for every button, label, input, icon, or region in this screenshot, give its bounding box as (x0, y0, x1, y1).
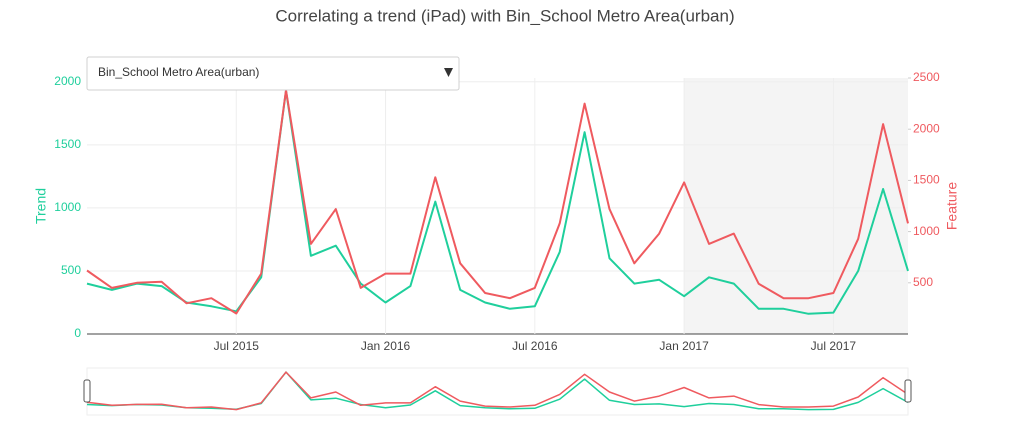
x-tick-label: Jul 2016 (512, 339, 558, 353)
y-tick-label: 1000 (54, 200, 81, 214)
dropdown[interactable]: Bin_School Metro Area(urban) (86, 56, 460, 91)
dropdown-box[interactable] (86, 56, 460, 91)
dropdown-label[interactable]: Bin_School Metro Area(urban) (98, 65, 259, 79)
y-tick-label: 500 (61, 263, 81, 277)
line (86, 89, 909, 315)
slider-line (86, 371, 909, 411)
x-tick-label: Jan 2016 (361, 339, 411, 353)
y-axis-title: Trend (33, 188, 49, 224)
slider-handle[interactable] (83, 379, 91, 403)
y2-tick-label: 1000 (913, 224, 940, 238)
dropdown-arrow[interactable] (444, 68, 453, 77)
slider-handle[interactable] (904, 379, 912, 403)
y-tick-label: 2000 (54, 74, 81, 88)
x-tick-label: Jul 2015 (214, 339, 260, 353)
chart-title: Correlating a trend (iPad) with Bin_Scho… (275, 6, 734, 25)
y2-tick-label: 1500 (913, 173, 940, 187)
y2-tick-label: 2000 (913, 121, 940, 135)
y-tick-label: 0 (74, 326, 81, 340)
y2-tick-label: 500 (913, 275, 933, 289)
y2-axis-title: Feature (944, 182, 960, 230)
y2-tick-label: 2500 (913, 70, 940, 84)
y-tick-label: 1500 (54, 137, 81, 151)
shaded-range (684, 78, 908, 334)
x-tick-label: Jan 2017 (659, 339, 709, 353)
line (86, 89, 909, 315)
x-tick-label: Jul 2017 (811, 339, 857, 353)
